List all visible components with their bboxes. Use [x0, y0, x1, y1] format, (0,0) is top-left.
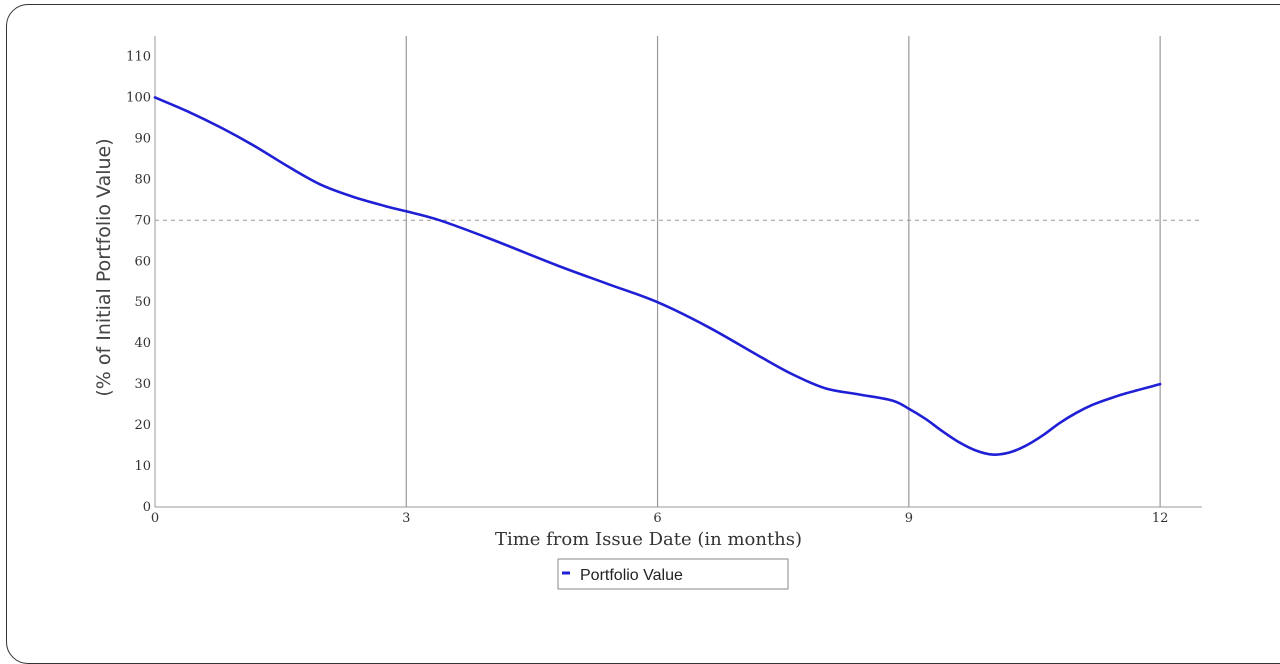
y-tick-label-40: 40 — [134, 336, 151, 351]
y-tick-label-90: 90 — [134, 131, 151, 146]
y-tick-label-80: 80 — [134, 172, 151, 187]
x-tick-label-0: 0 — [151, 511, 159, 526]
vertical-grid — [405, 36, 1161, 507]
x-axis-label: Time from Issue Date (in months) — [495, 529, 802, 550]
y-tick-label-30: 30 — [134, 377, 151, 392]
y-tick-label-0: 0 — [143, 500, 151, 515]
x-tick-label-3: 3 — [402, 511, 410, 526]
y-tick-labels: 0 10 20 30 40 50 60 70 80 90 100 110 — [126, 49, 151, 515]
legend-box — [557, 558, 789, 590]
chart-frame — [6, 4, 1280, 664]
y-axis-label: (% of Initial Portfolio Value) — [93, 138, 115, 396]
x-tick-labels: 0 3 6 9 12 — [151, 511, 1169, 526]
y-tick-label-110: 110 — [126, 49, 151, 64]
legend-label: Portfolio Value — [580, 567, 683, 584]
axes — [154, 36, 1202, 508]
y-tick-label-70: 70 — [134, 213, 151, 228]
portfolio-value-line — [153, 96, 1162, 456]
x-tick-label-6: 6 — [653, 511, 661, 526]
y-tick-label-100: 100 — [126, 90, 151, 105]
x-tick-label-9: 9 — [905, 511, 913, 526]
legend: Portfolio Value — [557, 558, 789, 590]
line-chart: 0 10 20 30 40 50 60 70 80 90 100 110 0 3 6 9 12 Time fr… — [93, 36, 1202, 590]
y-tick-label-10: 10 — [134, 459, 151, 474]
y-tick-label-50: 50 — [134, 295, 151, 310]
y-tick-label-20: 20 — [134, 418, 151, 433]
y-tick-label-60: 60 — [134, 254, 151, 269]
x-tick-label-12: 12 — [1152, 511, 1169, 526]
